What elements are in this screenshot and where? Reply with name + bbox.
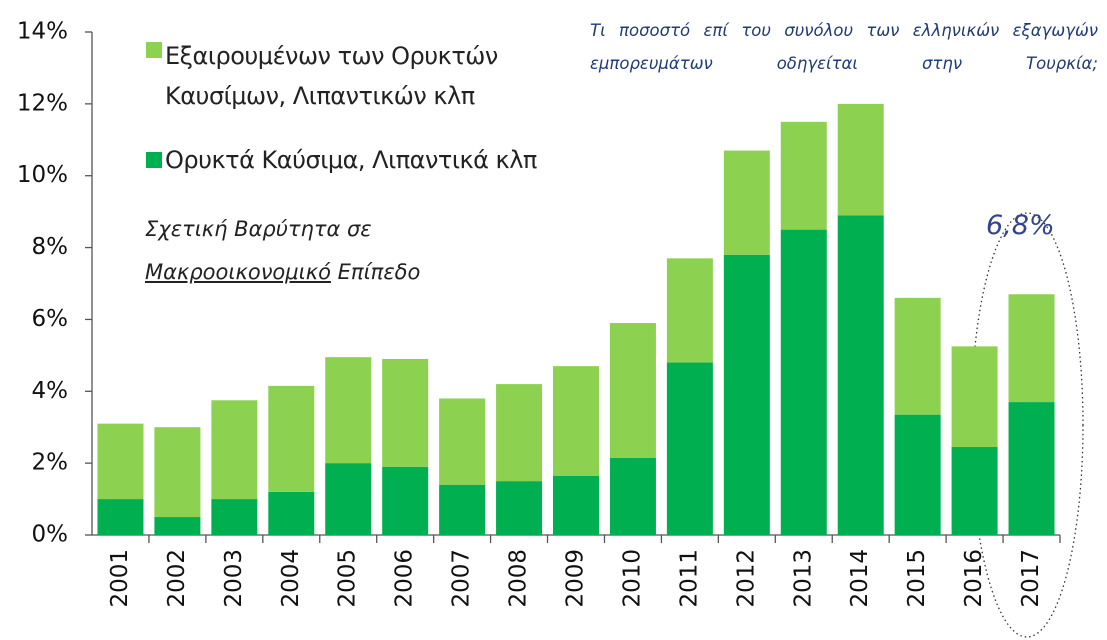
bar-segment [553,475,599,535]
bar-segment [325,357,372,464]
annotation-underlined: Μακροοικονομικό [145,260,331,284]
bar-segment [97,499,144,535]
bar-segment [325,463,372,535]
legend-swatch [146,42,162,58]
y-tick-label: 6% [32,306,69,332]
x-tick-label: 2014 [847,549,873,608]
y-tick-label: 12% [17,90,68,116]
y-tick-label: 0% [32,522,69,548]
bar-segment [780,121,827,230]
bar-segment [951,446,998,535]
bar-segment [1008,294,1055,403]
highlight-label: 6,8% [986,210,1055,241]
y-tick-label: 2% [32,450,69,476]
y-tick-label: 10% [17,162,68,188]
bar-segment [439,398,486,485]
bar-segment [780,229,827,535]
x-tick-label: 2001 [107,549,133,608]
bar-segment [723,254,770,535]
bar-segment [723,150,770,255]
x-tick-label: 2011 [676,549,702,608]
bar-segment [894,414,941,535]
bar-segment [496,481,543,535]
x-tick-label: 2006 [392,549,418,608]
bar-segment [553,366,599,476]
x-tick-label: 2003 [221,549,247,608]
bar-segment [154,517,201,535]
x-tick-label: 2012 [733,549,759,608]
chart-title: Τι ποσοστό επί του συνόλου των ελληνικών… [590,21,1098,73]
bar-segment [666,258,713,363]
x-tick-label: 2017 [1018,549,1044,608]
legend-swatch [146,152,162,168]
annotation: Σχετική Βαρύτητα σε Μακροοικονομικό Επίπε… [145,208,475,294]
x-tick-label: 2016 [961,549,987,608]
bar-segment [211,400,258,500]
bar-segment [211,499,258,535]
bar-segment [894,297,941,415]
x-tick-label: 2015 [904,549,930,608]
bar-segment [496,384,543,482]
annotation-line: Σχετική Βαρύτητα σε [145,217,372,241]
highlight-ellipse [970,212,1084,638]
y-tick-label: 4% [32,378,69,404]
x-tick-label: 2004 [278,549,304,608]
bar-segment [666,362,713,535]
y-tick-label: 8% [32,234,69,260]
bar-segment [1008,402,1055,535]
bar-segment [439,484,486,535]
bar-segment [951,346,998,447]
legend-label: Ορυκτά Καύσιμα, Λιπαντικά κλπ [165,146,537,174]
x-tick-label: 2007 [449,549,475,608]
x-tick-label: 2008 [506,549,532,608]
x-tick-label: 2005 [335,549,361,608]
bar-segment [609,323,656,458]
bar-segment [837,103,884,216]
annotation-line: Επίπεδο [337,260,421,284]
bar-segment [97,423,144,500]
bar-segment [837,215,884,535]
bar-segment [382,466,429,535]
legend-label: Εξαιρουμένων των Ορυκτών Καυσίμων, Λιπαν… [165,42,498,110]
x-tick-label: 2009 [563,549,589,608]
x-tick-label: 2010 [619,549,645,608]
x-tick-label: 2013 [790,549,816,608]
x-tick-label: 2002 [164,549,190,608]
bar-segment [268,385,315,492]
bar-segment [382,358,429,467]
y-tick-label: 14% [17,19,68,45]
bar-segment [154,427,201,518]
bar-segment [609,457,656,535]
bar-segment [268,491,315,535]
